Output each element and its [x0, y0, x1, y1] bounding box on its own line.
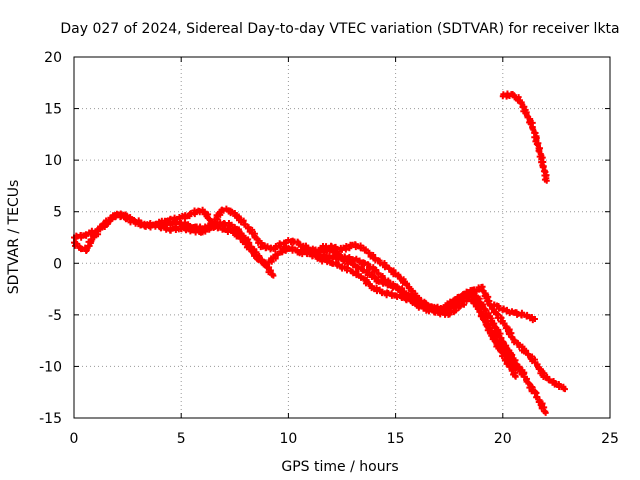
data-point-fill — [535, 399, 542, 406]
y-tick-labels: -15 -10 -5 0 5 10 15 20 — [39, 50, 62, 427]
plot-frame — [73, 56, 611, 419]
data-point-fill — [282, 240, 289, 247]
series-track-6 — [491, 301, 538, 324]
data-point-fill — [506, 363, 513, 370]
grid — [74, 57, 610, 418]
data-point-fill — [258, 256, 265, 263]
data-point-fill — [479, 302, 486, 309]
data-point-fill — [274, 251, 281, 258]
data-point-fill — [399, 288, 406, 295]
data-point-fill — [498, 335, 505, 342]
y-tick-label: 10 — [44, 153, 62, 169]
data-point-fill — [138, 219, 145, 226]
data-point-fill — [216, 210, 223, 217]
data-point-fill — [99, 224, 106, 231]
data-point-fill — [490, 307, 497, 314]
chart-title: Day 027 of 2024, Sidereal Day-to-day VTE… — [60, 21, 619, 37]
data-point-fill — [237, 235, 244, 242]
series-track-2 — [71, 206, 528, 377]
data-point-fill — [523, 376, 530, 383]
data-point-fill — [235, 231, 242, 238]
data-point-fill — [523, 347, 530, 354]
data-point-fill — [508, 367, 515, 374]
data-point-fill — [83, 247, 90, 254]
x-tick-label: 25 — [601, 431, 619, 447]
x-tick-label: 5 — [177, 431, 186, 447]
data-point-fill — [502, 325, 509, 332]
data-point-fill — [529, 125, 536, 132]
y-tick-label: -10 — [39, 359, 62, 375]
data-point-fill — [492, 325, 499, 332]
data-point — [542, 409, 549, 416]
data-point-fill — [386, 265, 393, 272]
data-point-fill — [228, 221, 235, 228]
data-point-fill — [208, 224, 215, 231]
data-point-fill — [74, 233, 81, 240]
data-point-fill — [296, 250, 303, 257]
data-point-fill — [395, 285, 402, 292]
data-point-fill — [216, 223, 223, 230]
data-point — [512, 373, 519, 380]
data-point-fill — [368, 272, 375, 279]
data-point-fill — [524, 311, 531, 318]
data-point-fill — [244, 225, 251, 232]
x-tick-label: 20 — [494, 431, 512, 447]
y-tick-label: 0 — [53, 256, 62, 272]
data-point-fill — [353, 255, 360, 262]
data-point-fill — [405, 284, 412, 291]
data-points — [71, 90, 568, 416]
y-tick-label: 15 — [44, 102, 62, 118]
data-point-fill — [528, 313, 535, 320]
y-tick-label: 20 — [44, 50, 62, 66]
data-point-fill — [83, 232, 90, 239]
data-point — [531, 315, 538, 322]
data-point-fill — [491, 335, 498, 342]
data-point-fill — [242, 221, 249, 228]
data-point-fill — [127, 214, 134, 221]
x-axis-label: GPS time / hours — [281, 459, 398, 475]
data-point-fill — [514, 340, 521, 347]
data-point-fill — [446, 311, 453, 318]
y-tick-label: -5 — [48, 308, 62, 324]
data-point-fill — [375, 270, 382, 277]
data-point — [270, 272, 277, 279]
series-track-7 — [499, 90, 550, 184]
y-axis-label: SDTVAR / TECUs — [6, 180, 22, 295]
data-point-fill — [500, 305, 507, 312]
data-point-fill — [517, 99, 524, 106]
data-point-fill — [481, 306, 488, 313]
data-point-fill — [503, 306, 510, 313]
data-point-fill — [533, 140, 540, 147]
data-point-fill — [264, 243, 271, 250]
y-tick-label: -15 — [39, 411, 62, 427]
x-tick-label: 0 — [70, 431, 79, 447]
data-point — [543, 177, 550, 184]
data-point-fill — [356, 257, 363, 264]
data-point-fill — [485, 324, 492, 331]
data-point-fill — [267, 267, 274, 274]
data-point-fill — [373, 266, 380, 273]
data-point-fill — [468, 297, 475, 304]
data-point-fill — [427, 303, 434, 310]
x-tick-label: 10 — [279, 431, 297, 447]
data-point-fill — [403, 280, 410, 287]
data-point-fill — [546, 376, 553, 383]
data-point-fill — [534, 362, 541, 369]
x-tick-label: 15 — [387, 431, 405, 447]
series-track-5 — [317, 241, 568, 393]
data-point-fill — [502, 343, 509, 350]
data-point-fill — [362, 246, 369, 253]
data-point-fill — [366, 281, 373, 288]
data-point-fill — [430, 306, 437, 313]
data-point-fill — [515, 310, 522, 317]
x-tick-labels: 0 5 10 15 20 25 — [70, 431, 619, 447]
data-point-fill — [524, 351, 531, 358]
data-point-fill — [539, 164, 546, 171]
y-tick-label: 5 — [53, 205, 62, 221]
data-point-fill — [365, 249, 372, 256]
tick-marks — [73, 56, 611, 419]
data-point — [561, 386, 568, 393]
data-point-fill — [163, 225, 170, 232]
